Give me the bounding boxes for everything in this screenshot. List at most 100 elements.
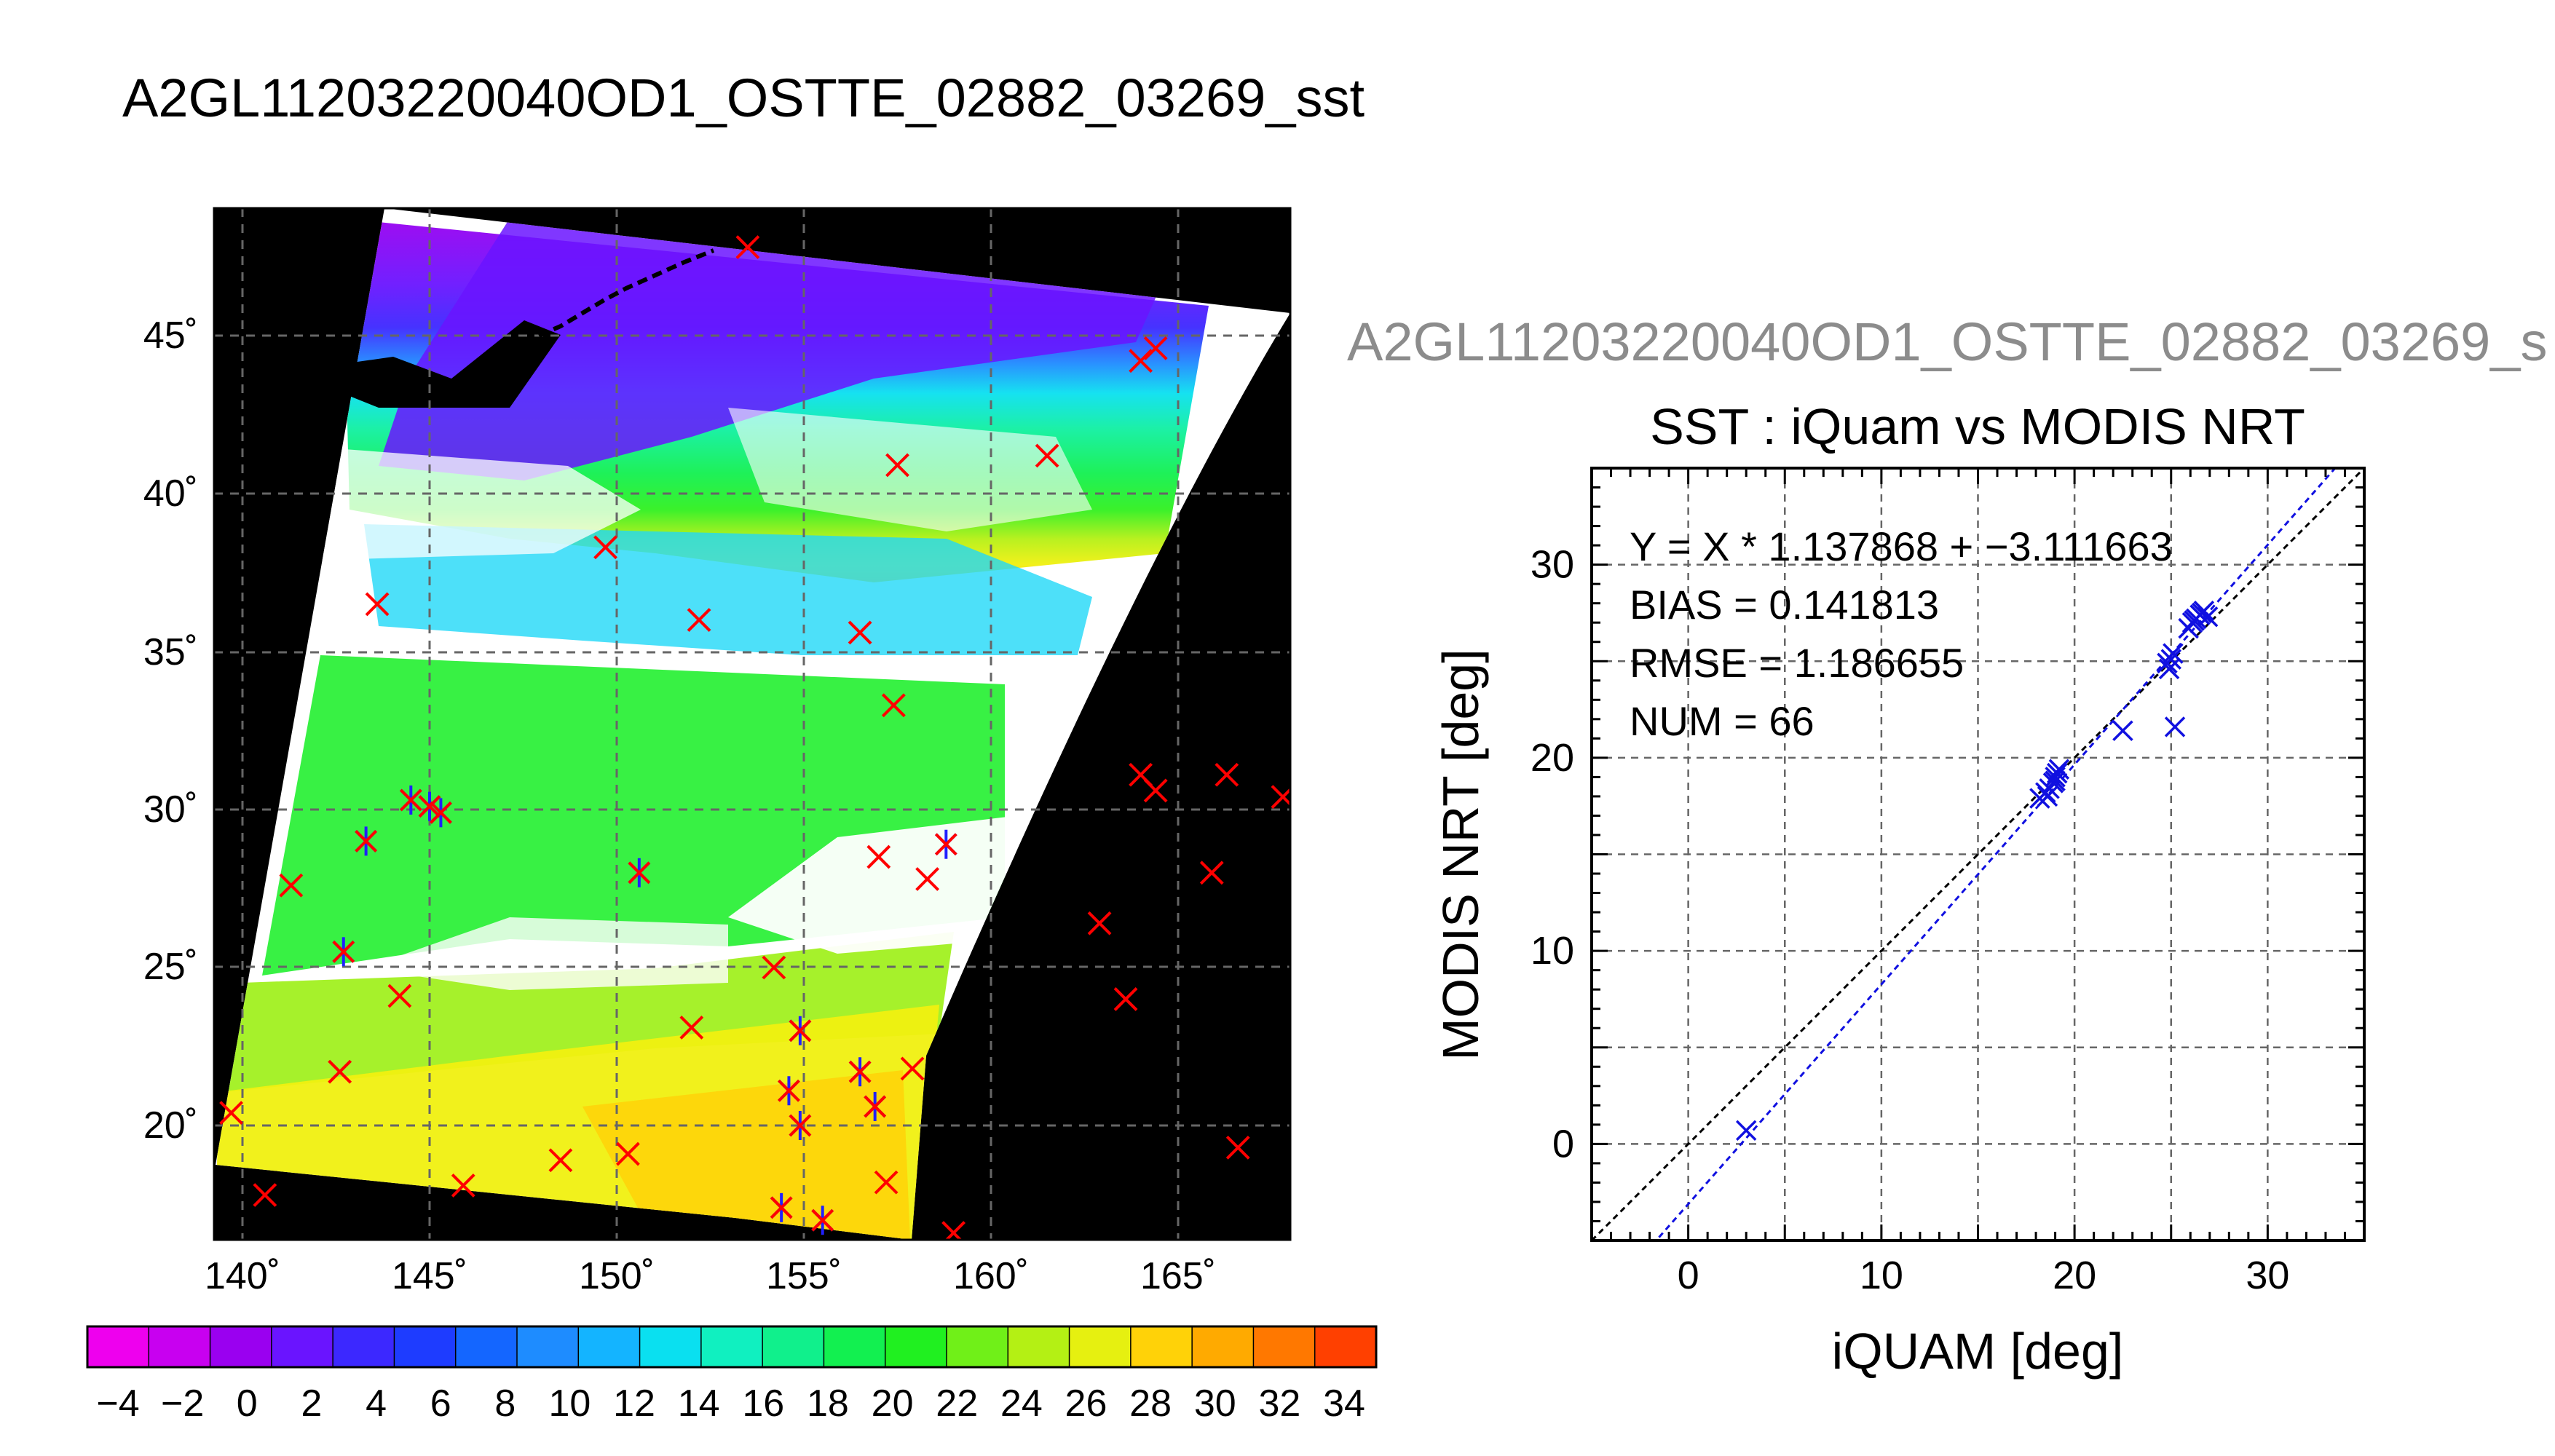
colorbar-label: 30 xyxy=(1194,1382,1236,1425)
scatter-point xyxy=(1735,1120,1757,1142)
colorbar-cell xyxy=(639,1326,702,1367)
stats-equation: Y = X * 1.137868 + −3.111663 xyxy=(1630,523,2173,569)
colorbar-label: 34 xyxy=(1323,1382,1365,1425)
sensor-marker xyxy=(735,235,760,259)
sensor-marker xyxy=(679,1016,704,1040)
sensor-marker xyxy=(1143,336,1168,360)
lat-tick-label: 45˚ xyxy=(143,314,198,357)
sensor-marker xyxy=(1225,1135,1250,1160)
colorbar-label: 12 xyxy=(613,1382,655,1425)
sensor-marker xyxy=(253,1183,277,1207)
y-tick-label: 20 xyxy=(1531,736,1574,780)
colorbar-cell xyxy=(700,1326,763,1367)
sensor-marker xyxy=(387,984,412,1008)
scatter-points xyxy=(1735,601,2219,1142)
scatter-ticks xyxy=(1590,467,2366,1242)
stats-rmse: RMSE = 1.186655 xyxy=(1630,640,1964,686)
y-axis-label: MODIS NRT [deg] xyxy=(1432,649,1489,1060)
scatter-point xyxy=(2157,652,2178,674)
colorbar-label: 18 xyxy=(807,1382,849,1425)
sensor-marker xyxy=(848,620,872,645)
colorbar-cell xyxy=(1314,1326,1377,1367)
match-marker xyxy=(864,1095,887,1118)
colorbar: −4 −2 0 2 4 6 8 10 12 14 16 18 20 22 24 26 28 30 32 34 xyxy=(86,1325,1378,1425)
match-marker xyxy=(430,801,452,824)
lon-tick-label: 140˚ xyxy=(205,1255,280,1297)
lon-tick-label: 160˚ xyxy=(953,1255,1029,1297)
match-marker xyxy=(628,861,651,885)
match-marker xyxy=(934,833,957,856)
scatter-point xyxy=(2047,762,2068,784)
colorbar-label: 16 xyxy=(742,1382,784,1425)
colorbar-label: 26 xyxy=(1065,1382,1107,1425)
match-marker xyxy=(789,1114,812,1137)
colorbar-label: 10 xyxy=(548,1382,591,1425)
coastline xyxy=(523,248,715,344)
lat-tick-label: 20˚ xyxy=(143,1104,198,1147)
colorbar-frame xyxy=(86,1325,1378,1369)
colorbar-cell xyxy=(517,1326,579,1367)
x-tick-label: 30 xyxy=(2246,1254,2289,1297)
scatter-grid xyxy=(1592,468,2364,1241)
colorbar-cell xyxy=(578,1326,641,1367)
sst-band-orange xyxy=(583,1070,910,1240)
sensor-marker xyxy=(900,1056,925,1081)
scatter-point xyxy=(2045,770,2066,791)
colorbar-label: 20 xyxy=(872,1382,914,1425)
match-marker xyxy=(789,1019,812,1042)
colorbar-cell xyxy=(824,1326,886,1367)
sensor-marker xyxy=(365,592,390,617)
sensor-marker xyxy=(881,693,906,718)
sensor-marker xyxy=(1035,443,1059,468)
x-tick-label: 20 xyxy=(2053,1254,2096,1297)
colorbar-cell xyxy=(271,1326,333,1367)
sensor-marker xyxy=(687,608,711,633)
match-marker xyxy=(418,795,441,818)
scatter-panel: SST : iQuam vs MODIS NRT 0 10 20 30 0 10… xyxy=(1432,398,2366,1380)
colorbar-cell xyxy=(1192,1326,1254,1367)
sensor-marker xyxy=(1087,911,1112,935)
sensor-marker xyxy=(548,1148,573,1173)
colorbar-label: 0 xyxy=(237,1382,258,1425)
lat-tick-label: 35˚ xyxy=(143,631,198,673)
sst-band-cyan xyxy=(364,524,1092,655)
stats-num: NUM = 66 xyxy=(1630,698,1814,744)
sst-band-lime xyxy=(226,932,954,1092)
colorbar-label: 14 xyxy=(678,1382,720,1425)
sensor-marker xyxy=(915,867,940,891)
lon-tick-label: 145˚ xyxy=(392,1255,467,1297)
sensor-marker xyxy=(874,1170,899,1195)
colorbar-cell xyxy=(885,1326,947,1367)
scatter-point xyxy=(2163,643,2184,664)
lon-tick-label: 150˚ xyxy=(579,1255,655,1297)
colorbar-cell xyxy=(394,1326,457,1367)
scatter-point xyxy=(2112,720,2133,741)
colorbar-label: −2 xyxy=(161,1382,204,1425)
sensor-marker xyxy=(1215,762,1239,787)
colorbar-cell xyxy=(1069,1326,1132,1367)
sensor-marker xyxy=(1143,778,1168,803)
colorbar-label: 4 xyxy=(366,1382,387,1425)
scatter-point xyxy=(2048,759,2070,780)
sensor-marker xyxy=(1199,860,1224,885)
match-marker xyxy=(355,829,378,852)
x-tick-label: 0 xyxy=(1678,1254,1699,1297)
lat-tick-label: 40˚ xyxy=(143,472,198,515)
one-to-one-line xyxy=(1592,468,2364,1241)
match-marker xyxy=(848,1060,872,1083)
colorbar-label: 2 xyxy=(301,1382,322,1425)
match-marker xyxy=(770,1196,793,1219)
scatter-point xyxy=(2197,606,2219,628)
map-markers xyxy=(219,235,1290,1240)
cloud-patch xyxy=(277,444,641,561)
colorbar-label: 28 xyxy=(1129,1382,1172,1425)
stats-bias: BIAS = 0.141813 xyxy=(1630,582,1939,628)
lon-tick-label: 165˚ xyxy=(1140,1255,1216,1297)
sensor-marker xyxy=(885,453,909,478)
map-grid xyxy=(214,208,1290,1240)
colorbar-label: 8 xyxy=(494,1382,516,1425)
sensor-marker xyxy=(451,1174,475,1198)
main-title: A2GL11203220040OD1_OSTTE_02882_03269_sst xyxy=(122,68,1365,128)
sensor-marker xyxy=(1129,349,1153,373)
